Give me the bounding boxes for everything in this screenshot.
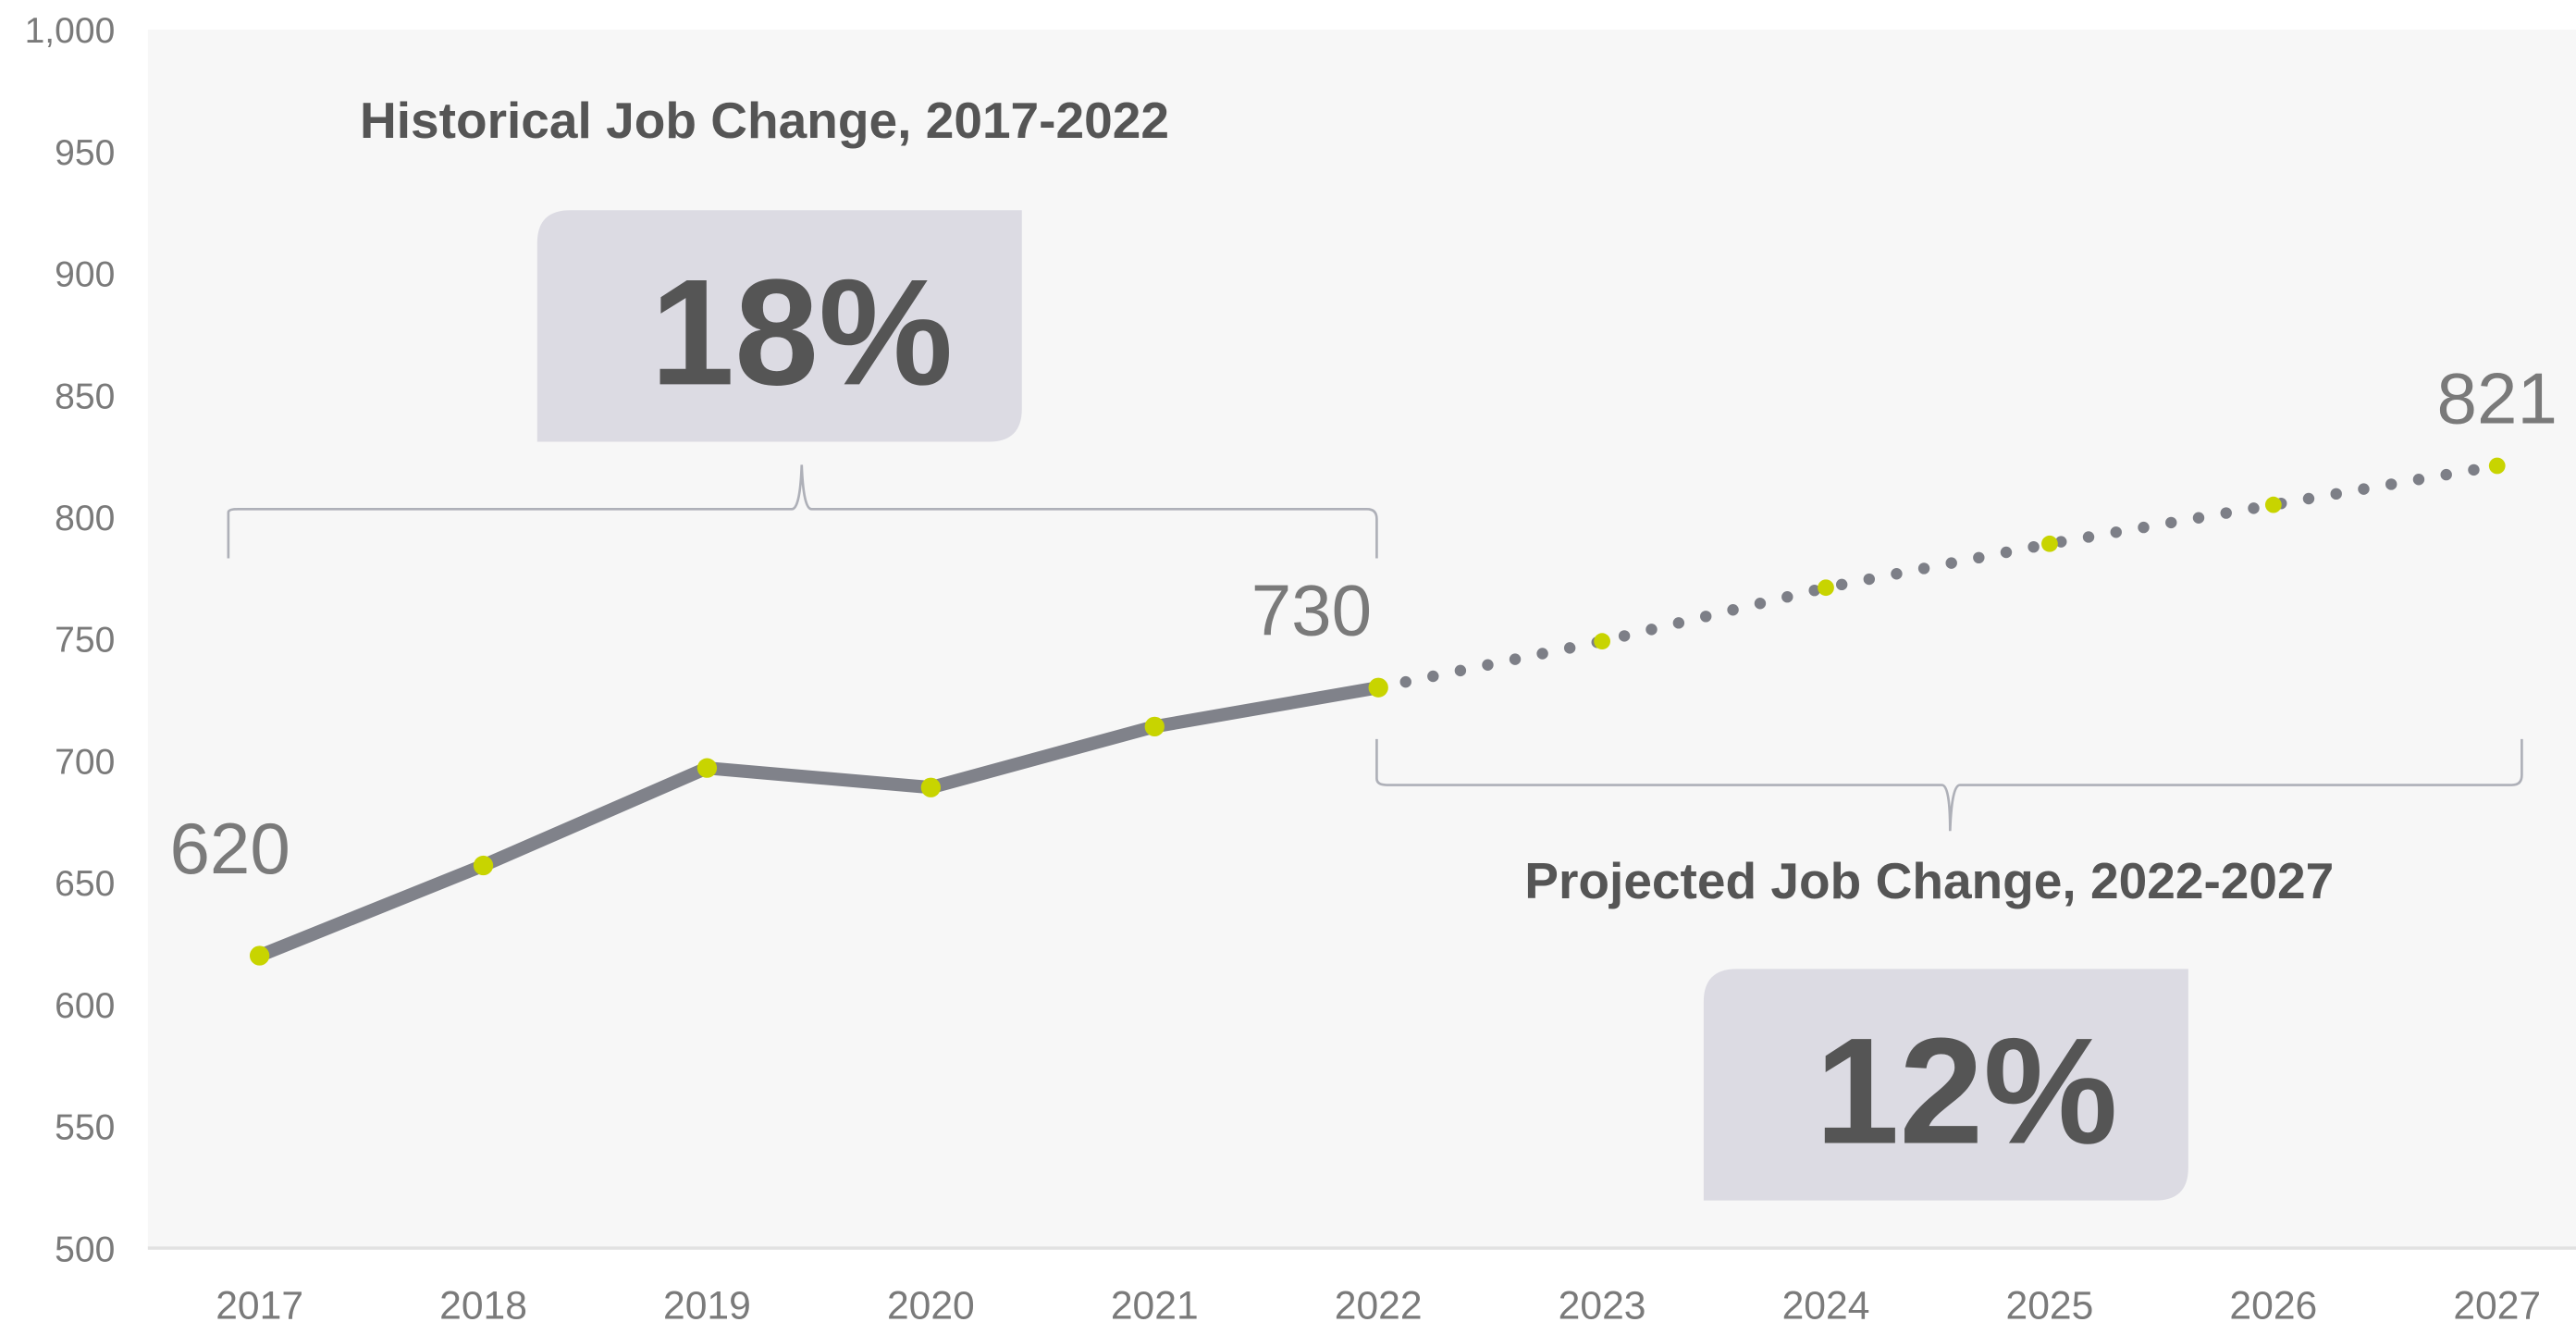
x-tick-label: 2024 bbox=[1782, 1283, 1870, 1322]
data-label: 821 bbox=[2437, 357, 2558, 439]
x-tick-label: 2022 bbox=[1335, 1283, 1423, 1322]
data-point bbox=[1818, 579, 1834, 597]
data-point bbox=[473, 855, 494, 876]
annotation-title: Historical Job Change, 2017-2022 bbox=[360, 92, 1169, 149]
x-tick-label: 2027 bbox=[2453, 1283, 2541, 1322]
x-tick-label: 2025 bbox=[2006, 1283, 2094, 1322]
data-point bbox=[2488, 457, 2506, 475]
x-tick-label: 2019 bbox=[663, 1283, 751, 1322]
x-tick-label: 2021 bbox=[1111, 1283, 1199, 1322]
data-point bbox=[2041, 535, 2058, 552]
historical-box bbox=[536, 210, 1022, 442]
historical-brace bbox=[227, 464, 1378, 559]
annotation-value: 12% bbox=[1816, 1007, 2118, 1176]
data-point bbox=[1594, 633, 1610, 650]
x-tick-label: 2026 bbox=[2229, 1283, 2317, 1322]
y-tick-label: 650 bbox=[55, 864, 115, 904]
projected-box bbox=[1703, 969, 2188, 1201]
data-point bbox=[696, 758, 718, 778]
y-tick-label: 500 bbox=[55, 1229, 115, 1269]
y-tick-label: 700 bbox=[55, 742, 115, 782]
data-point bbox=[249, 945, 270, 966]
annotation-title: Projected Job Change, 2022-2027 bbox=[1524, 852, 2334, 909]
x-tick-label: 2023 bbox=[1559, 1283, 1646, 1322]
x-tick-label: 2017 bbox=[216, 1283, 303, 1322]
line-series bbox=[253, 681, 1386, 963]
y-tick-label: 900 bbox=[55, 255, 115, 295]
annotation-value: 18% bbox=[650, 247, 953, 416]
y-tick-label: 850 bbox=[55, 377, 115, 416]
data-point bbox=[920, 777, 942, 797]
line-series bbox=[1372, 460, 2503, 694]
data-point bbox=[1144, 716, 1165, 737]
projected-brace bbox=[1375, 738, 2523, 832]
y-tick-label: 600 bbox=[55, 986, 115, 1026]
data-label: 730 bbox=[1251, 569, 1372, 650]
data-point bbox=[1370, 679, 1387, 697]
y-tick-label: 550 bbox=[55, 1108, 115, 1148]
y-tick-label: 950 bbox=[55, 133, 115, 173]
y-tick-label: 750 bbox=[55, 621, 115, 661]
data-point bbox=[2264, 496, 2282, 513]
x-tick-label: 2018 bbox=[439, 1283, 527, 1322]
y-tick-label: 1,000 bbox=[25, 11, 116, 51]
data-label: 620 bbox=[169, 808, 290, 889]
x-tick-label: 2020 bbox=[887, 1283, 975, 1322]
y-tick-label: 800 bbox=[55, 499, 115, 538]
